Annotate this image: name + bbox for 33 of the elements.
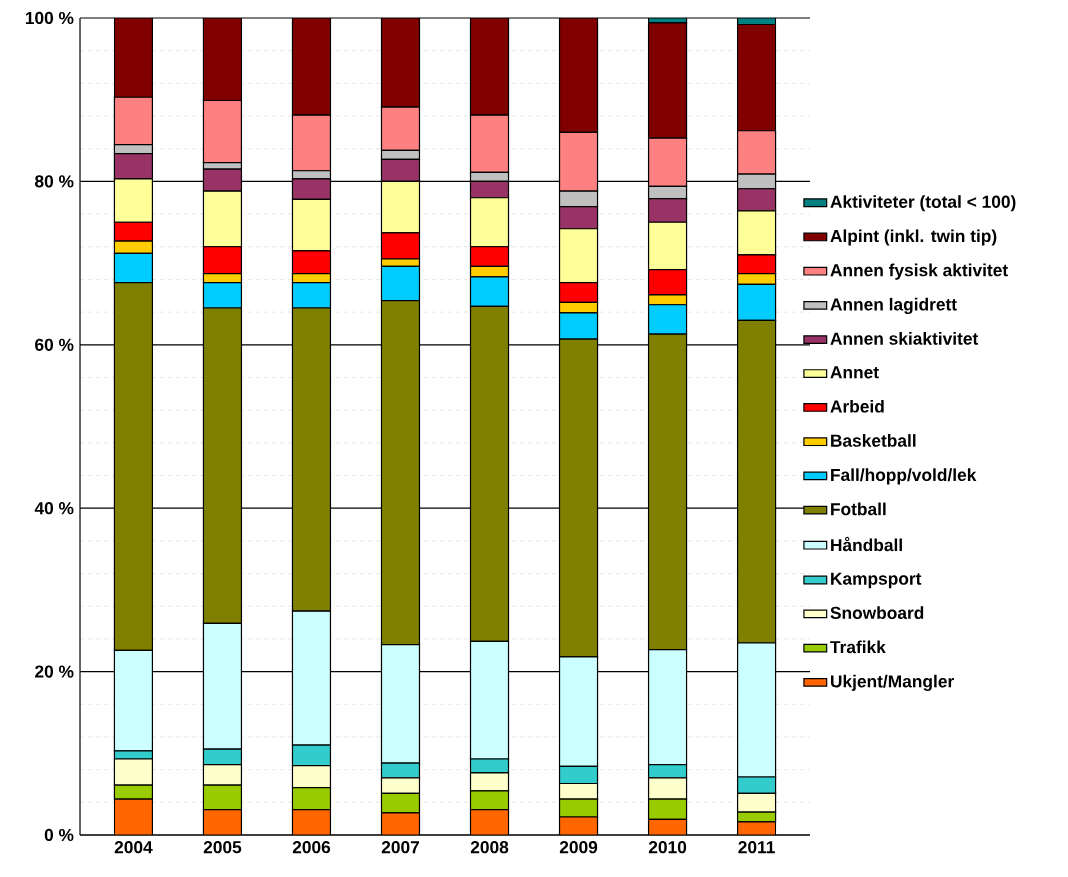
legend-label: Basketball	[831, 434, 916, 447]
y-tick-label: 0 %	[44, 828, 74, 842]
x-tick-label: 2007	[381, 841, 420, 854]
legend-label: Håndball	[831, 536, 902, 552]
legend-label: Alpint (inkl. twin tip)	[830, 229, 997, 246]
x-tick-label: 2010	[648, 841, 687, 854]
x-tick-label: 2006	[292, 841, 331, 854]
bar	[202, 809, 243, 835]
legend-label: Fotball	[831, 502, 886, 516]
x-tick-label: 2008	[470, 841, 509, 854]
x-tick-label: 2004	[114, 841, 153, 854]
legend-label: Annen lagidrett	[830, 297, 957, 315]
legend-label: Trafikk	[830, 640, 886, 654]
bar	[113, 798, 154, 835]
legend-label: Kampsport	[831, 572, 922, 589]
legend-label: Arbeid	[830, 399, 884, 413]
legend-label: Aktiviteter (total < 100)	[830, 195, 1016, 212]
x-tick-label: 2005	[203, 841, 242, 854]
x-tick-label: 2011	[738, 841, 775, 854]
legend-label: Annen skiaktivitet	[830, 332, 979, 345]
legend-label: Ukjent/Mangler	[830, 674, 954, 691]
y-tick-label: 40 %	[34, 502, 74, 515]
y-tick-label: 60 %	[35, 338, 74, 351]
legend-label: Annen fysisk aktivitet	[830, 263, 1008, 280]
y-tick-label: 80 %	[35, 175, 74, 188]
x-tick-label: 2009	[559, 841, 598, 854]
bar	[469, 809, 510, 835]
legend-label: Snowboard	[830, 606, 924, 620]
legend-label: Fall/hopp/vold/lek	[831, 468, 977, 485]
y-tick-label: 20 %	[35, 665, 74, 678]
y-tick-label: 100 %	[25, 11, 74, 25]
bar	[291, 809, 332, 835]
legend-label: Annet	[830, 366, 879, 379]
